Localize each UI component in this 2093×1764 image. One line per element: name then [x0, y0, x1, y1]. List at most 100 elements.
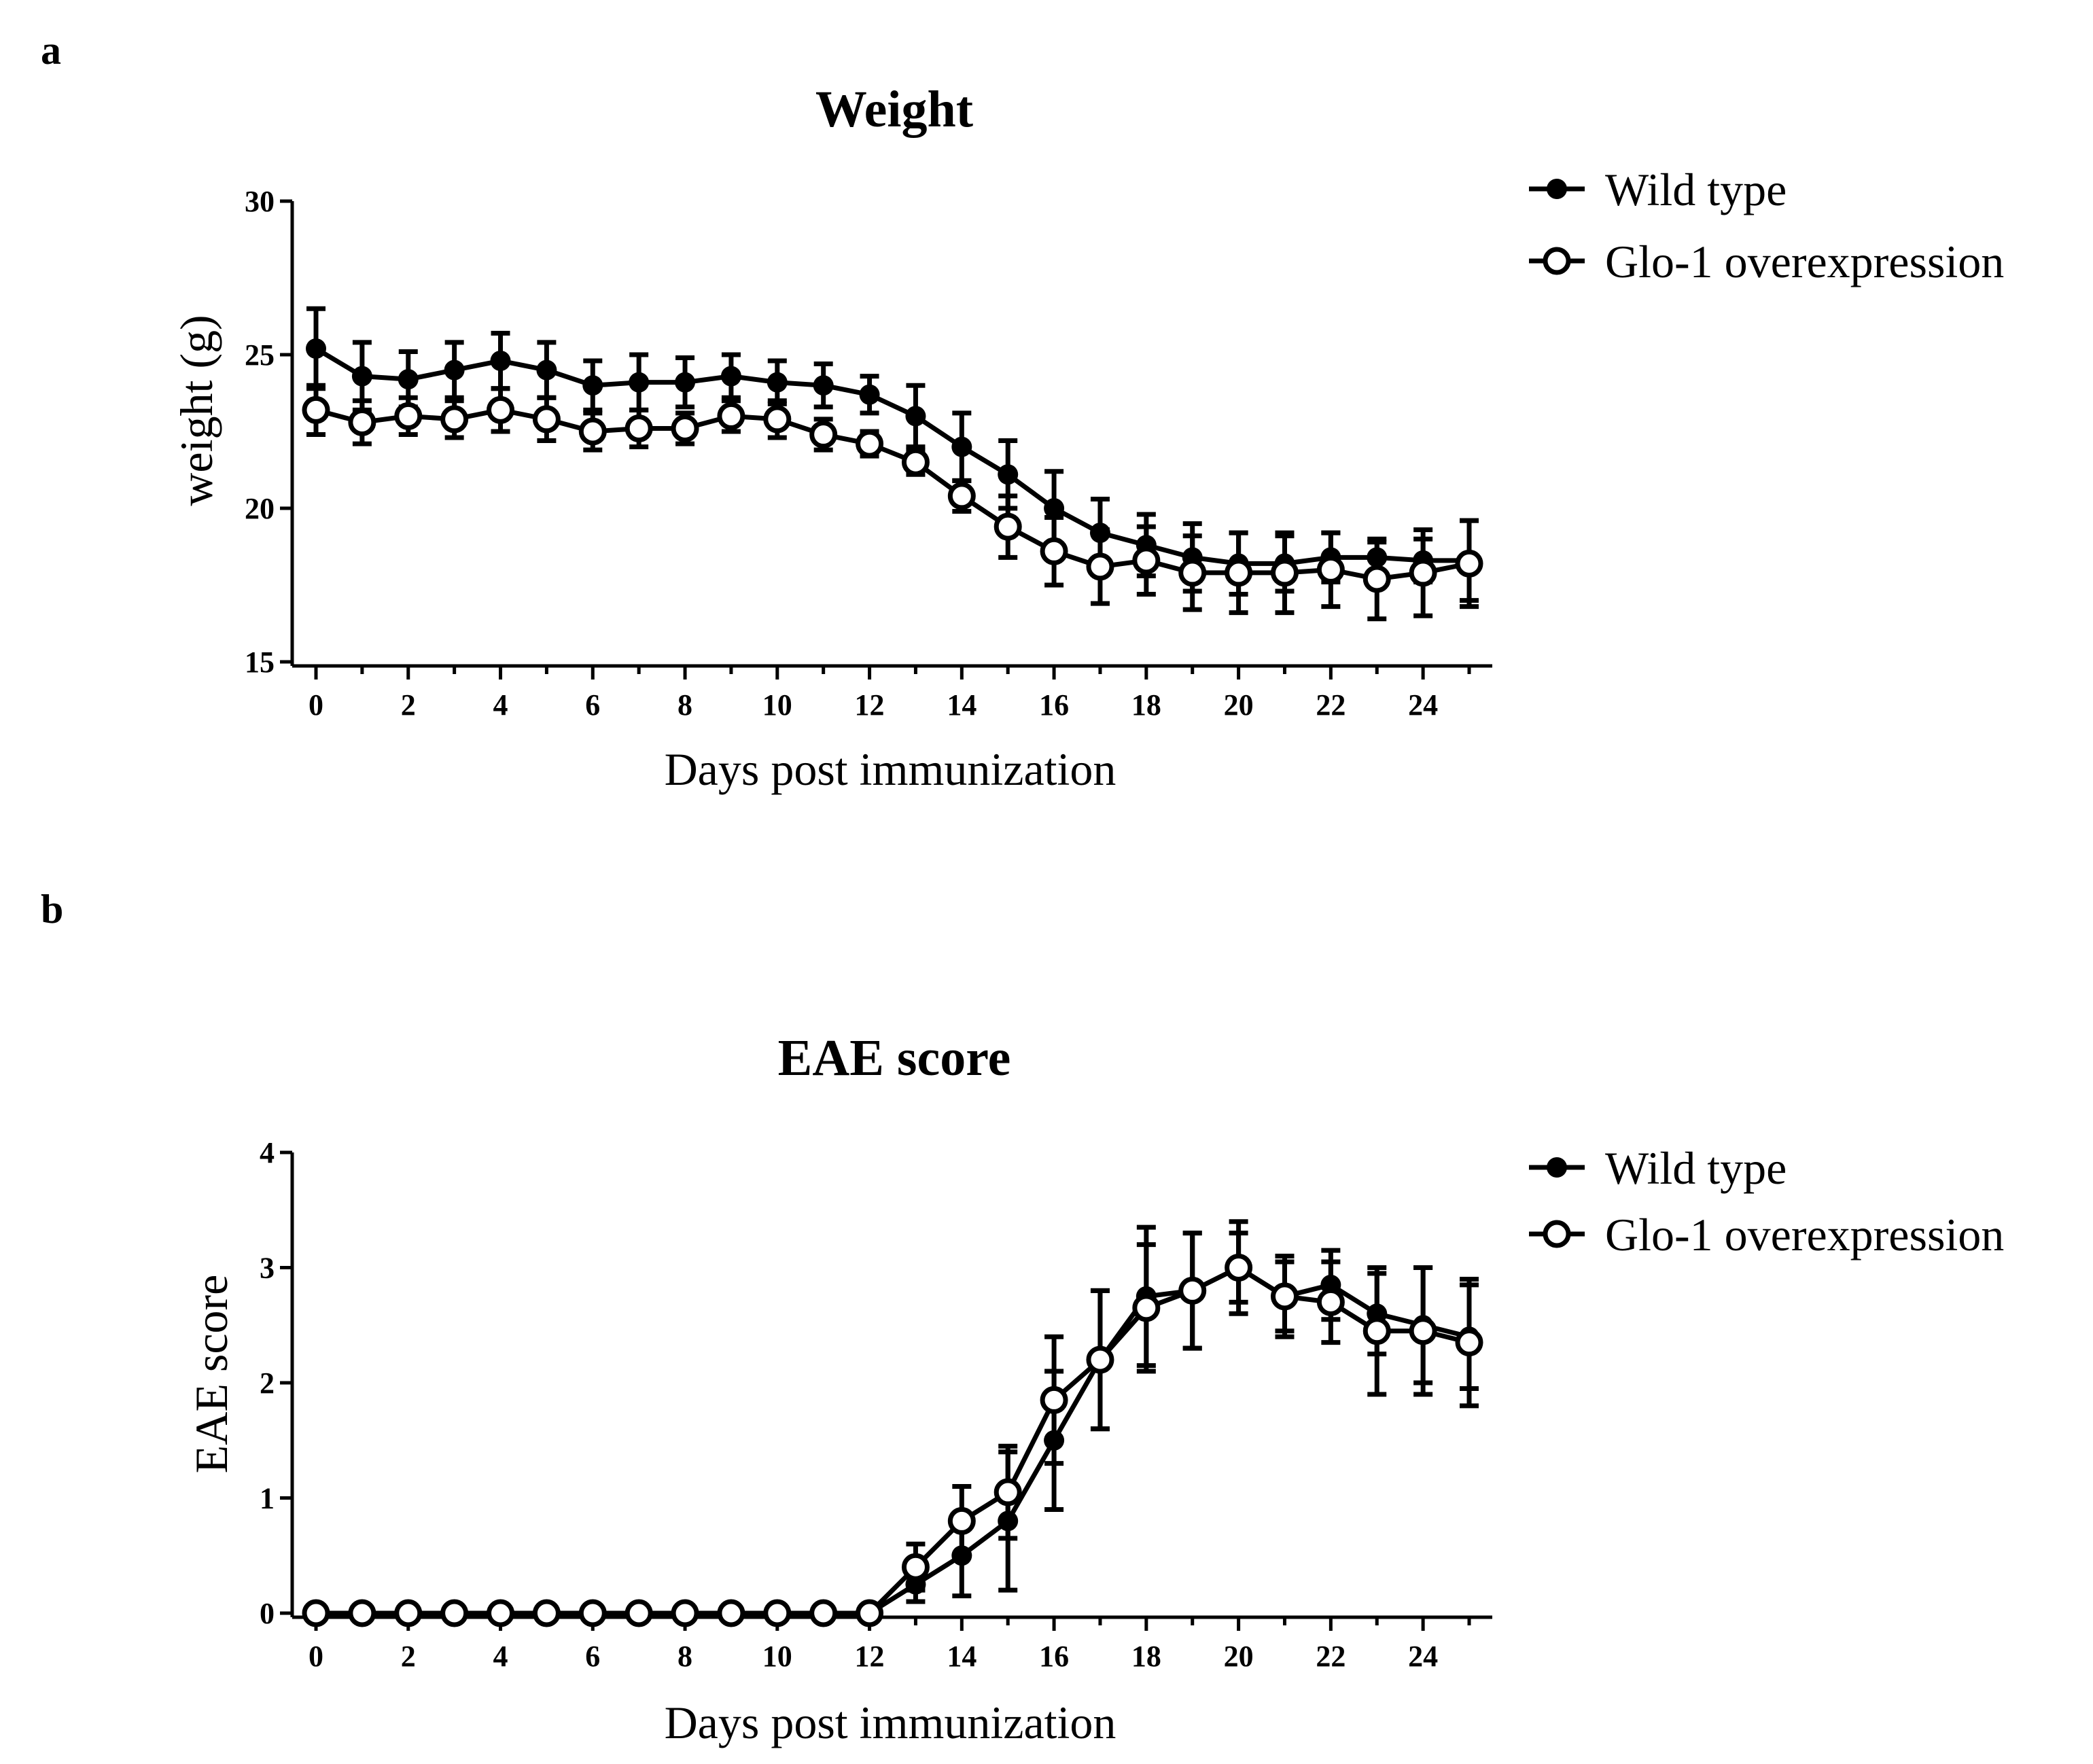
legend-marker: [1547, 1157, 1567, 1178]
legend: Wild type Glo-1 overexpression: [1529, 164, 2004, 287]
data-point: [901, 1553, 930, 1581]
data-point: [348, 1599, 376, 1627]
data-point: [856, 429, 884, 458]
x-tick-label: 18: [1131, 688, 1161, 722]
series-glo-1-overexpression: [302, 1231, 1483, 1627]
data-point: [1044, 498, 1065, 518]
data-point: [1455, 549, 1483, 578]
data-point: [809, 421, 838, 449]
legend-label: Glo-1 overexpression: [1605, 1209, 2004, 1260]
data-point: [1086, 552, 1114, 581]
x-tick-label: 2: [401, 688, 416, 722]
legend-marker: [1543, 247, 1571, 275]
data-point: [671, 414, 699, 442]
y-axis-label: EAE score: [186, 1275, 237, 1474]
data-point: [993, 1478, 1022, 1506]
data-point: [394, 1599, 423, 1627]
data-point: [859, 384, 880, 405]
data-point: [720, 366, 741, 387]
panel-letter-a: a: [41, 28, 61, 73]
data-point: [532, 1599, 561, 1627]
x-tick-label: 4: [493, 688, 508, 722]
data-point: [629, 372, 650, 393]
y-tick-label: 1: [260, 1482, 275, 1515]
panel-b-eae-score-chart: b EAE score Days post immunization EAE s…: [41, 887, 2004, 1748]
data-point: [763, 1599, 792, 1627]
legend-item-wild-type: Wild type: [1529, 164, 1787, 215]
panel-letter-b: b: [41, 887, 63, 932]
data-point: [951, 436, 972, 457]
data-point: [302, 1599, 330, 1627]
data-point: [578, 417, 607, 446]
data-point: [1409, 559, 1437, 587]
data-point: [625, 414, 653, 442]
x-tick-label: 18: [1131, 1640, 1161, 1673]
data-point: [1040, 1386, 1068, 1414]
y-tick-label: 15: [245, 646, 275, 679]
x-axis-label: Days post immunization: [665, 743, 1116, 795]
y-tick-label: 3: [260, 1252, 275, 1285]
data-point: [532, 405, 561, 434]
data-point: [998, 464, 1019, 485]
x-tick-label: 12: [855, 1640, 885, 1673]
legend-item-wild-type: Wild type: [1529, 1142, 1787, 1194]
data-point: [490, 351, 511, 372]
x-axis-label: Days post immunization: [665, 1697, 1116, 1748]
data-point: [1225, 559, 1253, 587]
data-point: [1362, 1317, 1391, 1345]
chart-title-weight: Weight: [815, 81, 973, 138]
panel-a-weight-chart: a Weight Days post immunization weight (…: [41, 28, 2004, 795]
data-point: [675, 372, 696, 393]
data-point: [348, 408, 376, 436]
x-tick-label: 10: [762, 1640, 792, 1673]
data-point: [1455, 1328, 1483, 1357]
data-point: [856, 1599, 884, 1627]
data-point: [440, 1599, 469, 1627]
x-tick-label: 0: [309, 1640, 323, 1673]
data-point: [582, 375, 603, 396]
y-tick-label: 20: [245, 492, 275, 525]
series-wild-type: [306, 1219, 1479, 1623]
data-point: [901, 448, 930, 476]
data-point: [809, 1599, 838, 1627]
series-line: [316, 1265, 1470, 1616]
x-tick-label: 8: [678, 1640, 692, 1673]
data-point: [905, 406, 926, 427]
series-line: [316, 1265, 1470, 1616]
y-tick-label: 25: [245, 338, 275, 372]
data-series: [302, 306, 1483, 622]
data-point: [1178, 559, 1207, 587]
legend: Wild type Glo-1 overexpression: [1529, 1142, 2004, 1260]
chart-title-eae-score: EAE score: [778, 1029, 1011, 1087]
data-point: [717, 1599, 745, 1627]
x-tick-label: 24: [1408, 1640, 1438, 1673]
x-tick-label: 22: [1316, 1640, 1346, 1673]
y-axis-label: weight (g): [171, 315, 222, 506]
data-point: [487, 1599, 515, 1627]
data-point: [1316, 1288, 1345, 1316]
data-point: [440, 405, 469, 434]
x-tick-label: 16: [1039, 688, 1069, 722]
data-point: [767, 372, 788, 393]
x-tick-label: 24: [1408, 688, 1438, 722]
x-tick-label: 14: [947, 1640, 977, 1673]
x-tick-label: 16: [1039, 1640, 1069, 1673]
data-point: [536, 359, 557, 381]
data-point: [625, 1599, 653, 1627]
y-tick-label: 30: [245, 185, 275, 218]
legend-item-glo-1-overexpression: Glo-1 overexpression: [1529, 236, 2004, 287]
data-point: [993, 512, 1022, 541]
data-point: [1132, 1294, 1161, 1322]
data-point: [1178, 1276, 1207, 1305]
x-tick-label: 12: [855, 688, 885, 722]
legend-label: Glo-1 overexpression: [1605, 236, 2004, 287]
data-point: [487, 395, 515, 424]
data-point: [717, 402, 745, 430]
data-point: [1132, 546, 1161, 575]
data-point: [1270, 559, 1299, 587]
data-point: [1270, 1282, 1299, 1311]
x-tick-label: 6: [585, 688, 600, 722]
x-tick-label: 20: [1224, 688, 1254, 722]
